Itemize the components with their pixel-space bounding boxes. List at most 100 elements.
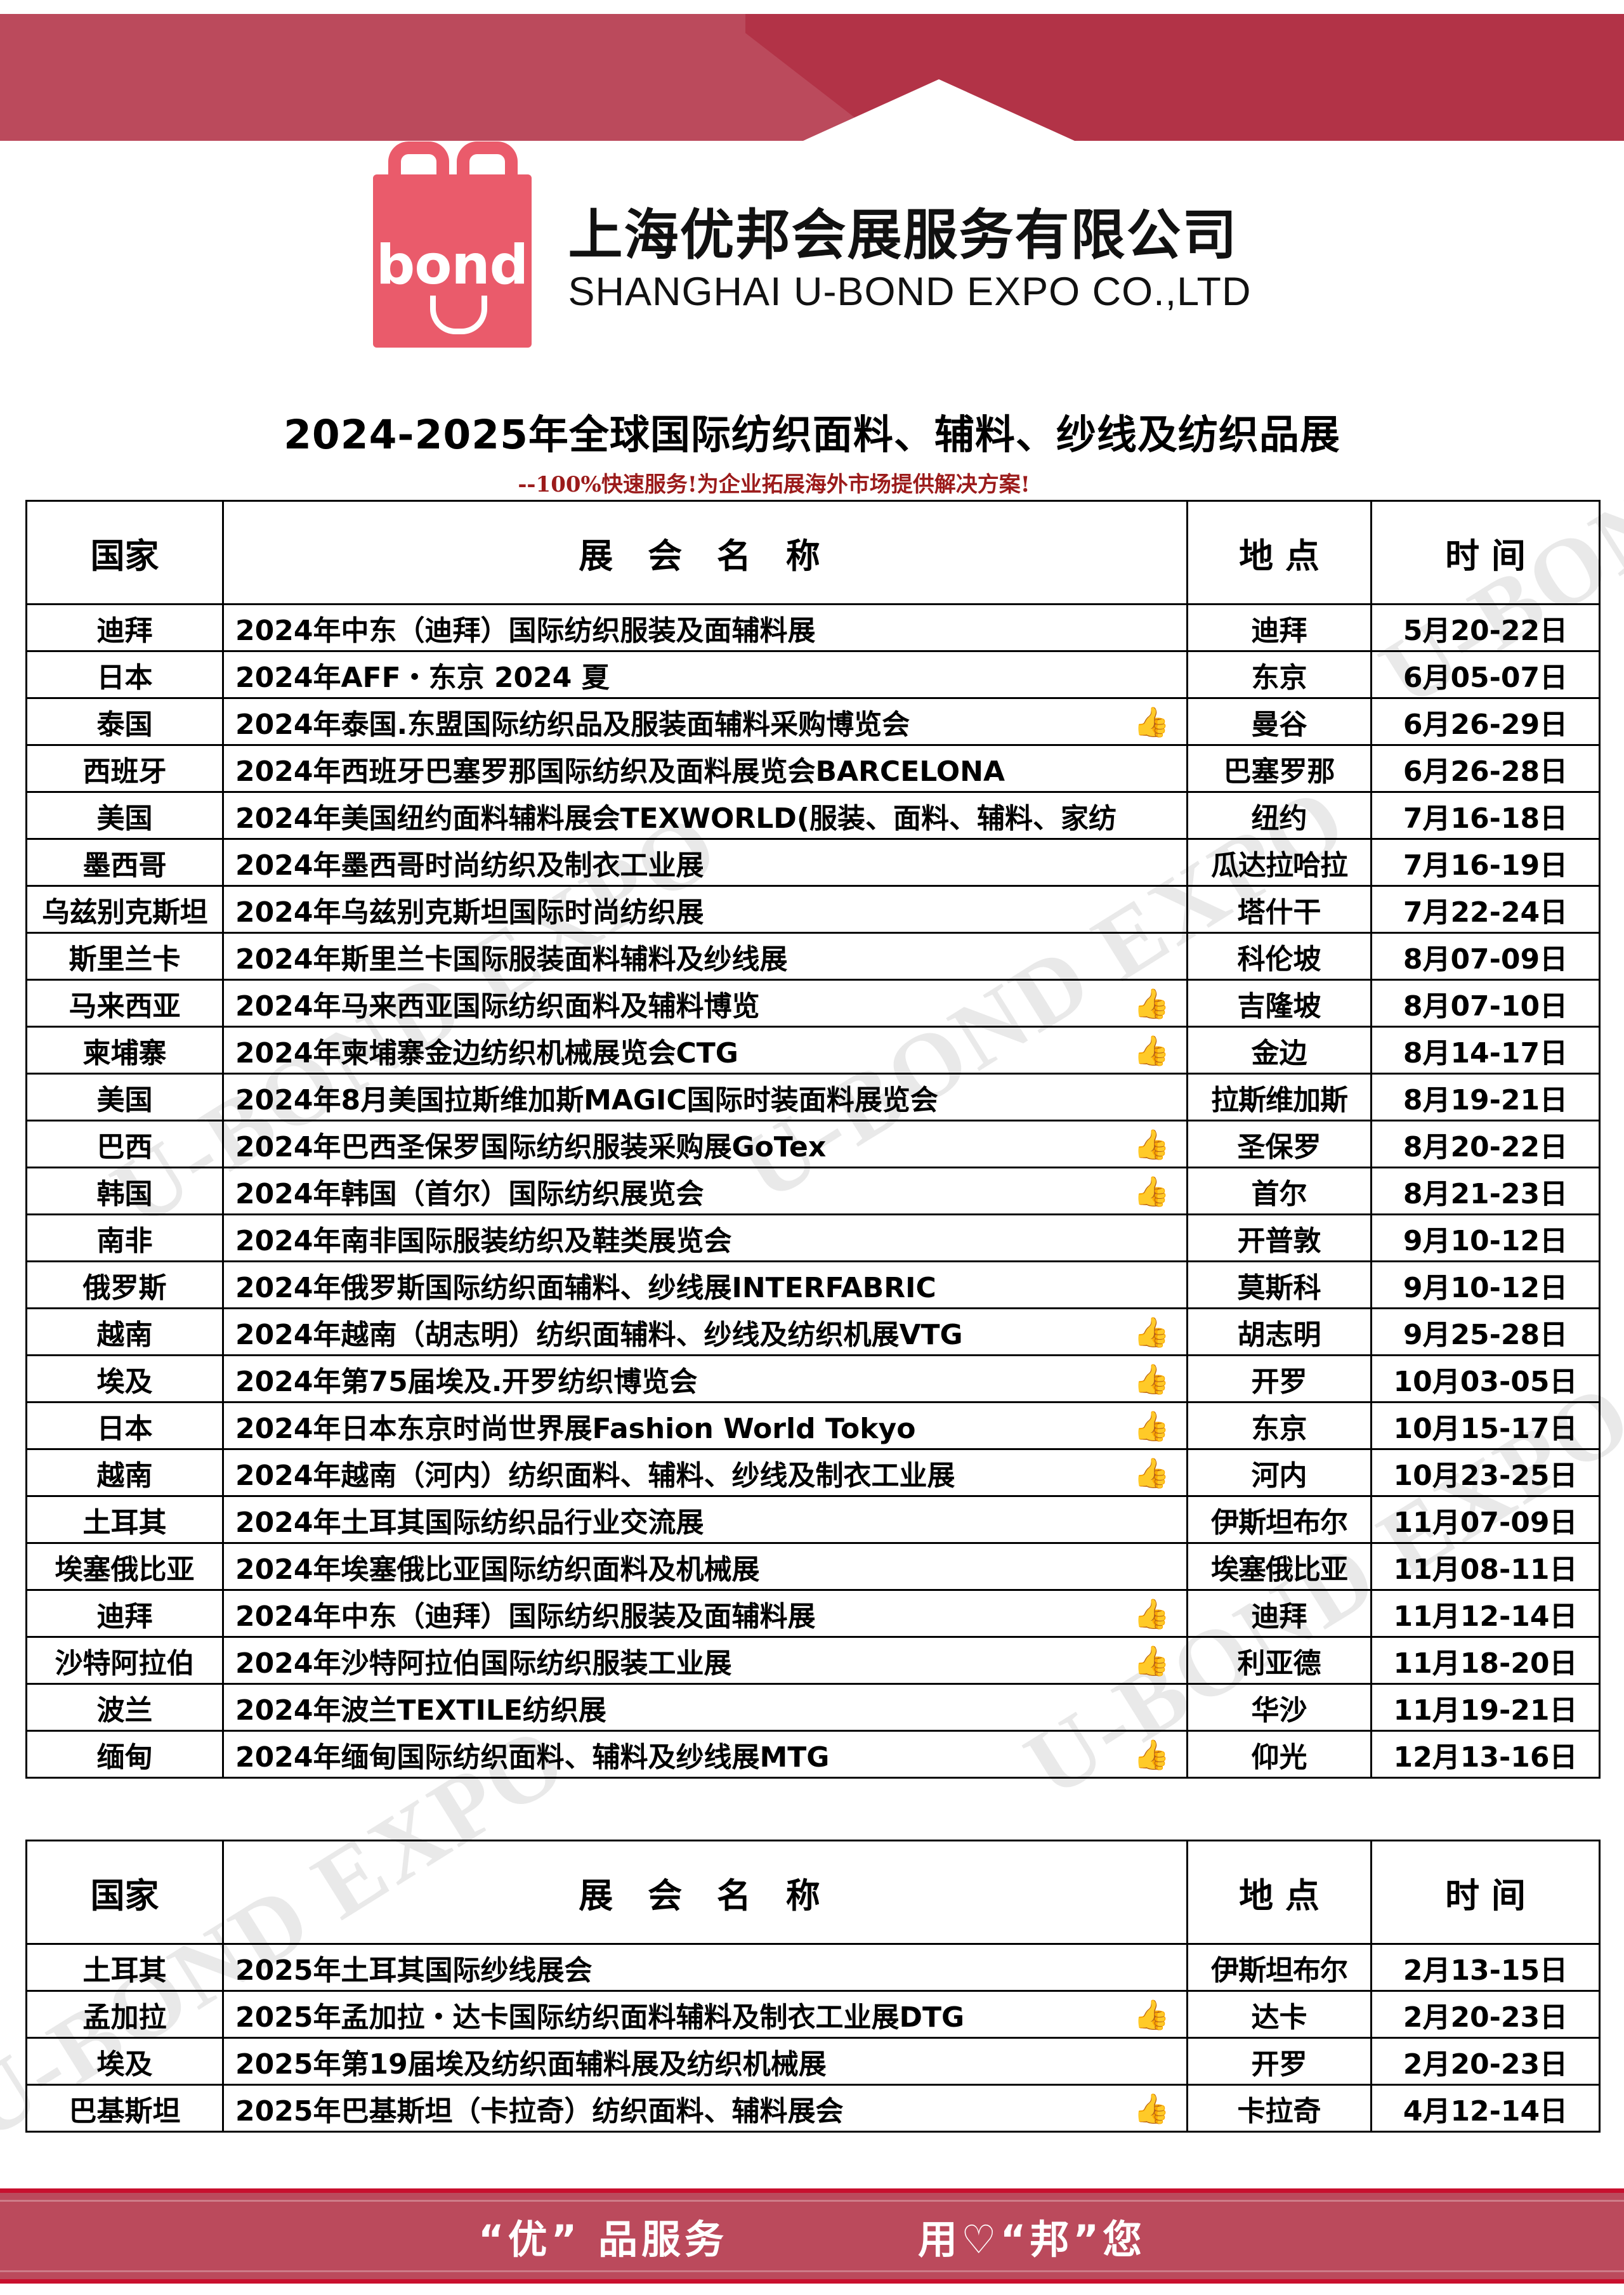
schedule-body-2025: 土耳其2025年土耳其国际纱线展会👍伊斯坦布尔2月13-15日孟加拉2025年孟… <box>25 1943 1601 2133</box>
exhibition-name-text: 2025年巴基斯坦（卡拉奇）纺织面料、辅料展会 <box>235 2095 844 2128</box>
table-row[interactable]: 西班牙2024年西班牙巴塞罗那国际纺织及面料展览会BARCELONA👍巴塞罗那6… <box>25 744 1601 793</box>
cell-place: 东京 <box>1186 1401 1372 1450</box>
cell-country: 越南 <box>25 1448 224 1497</box>
cell-place: 利亚德 <box>1186 1636 1372 1685</box>
exhibition-name-text: 2024年埃塞俄比亚国际纺织面料及机械展 <box>235 1553 760 1586</box>
table-row[interactable]: 韩国 2024年韩国（首尔）国际纺织展览会 👍 首尔 8月21-23日 <box>25 1167 1601 1215</box>
cell-date: 9月10-12日 <box>1370 1213 1601 1262</box>
exhibition-name-text: 2024年波兰TEXTILE纺织展 <box>235 1694 606 1727</box>
footer-divider <box>0 2200 1624 2202</box>
cell-country: 土耳其 <box>25 1943 224 1992</box>
cell-exhibition-name: 2024年波兰TEXTILE纺织展👍 <box>222 1683 1188 1732</box>
cell-country: 孟加拉 <box>25 1990 224 2039</box>
table-row[interactable]: 美国2024年美国纽约面料辅料展会TEXWORLD(服装、面料、辅料、家纺👍纽约… <box>25 791 1601 840</box>
cell-exhibition-name: 2024年南非国际服装纺织及鞋类展览会👍 <box>222 1213 1188 1262</box>
company-name-en: SHANGHAI U-BOND EXPO CO.,LTD <box>568 270 1252 315</box>
thumbs-up-icon: 👍 <box>1133 704 1170 739</box>
top-red-banner <box>0 14 1624 141</box>
column-header-place: 地 点 <box>1186 500 1372 605</box>
cell-country: 巴基斯坦 <box>25 2084 224 2133</box>
cell-date: 8月21-23日 <box>1370 1167 1601 1215</box>
cell-exhibition-name: 2024年西班牙巴塞罗那国际纺织及面料展览会BARCELONA👍 <box>222 744 1188 793</box>
cell-date: 12月13-16日 <box>1370 1730 1601 1779</box>
table-row[interactable]: 巴基斯坦 2025年巴基斯坦（卡拉奇）纺织面料、辅料展会 👍 卡拉奇 4月12-14日 <box>25 2084 1601 2133</box>
cell-exhibition-name: 2025年孟加拉・达卡国际纺织面料辅料及制衣工业展DTG 👍 <box>222 1990 1188 2039</box>
thumbs-up-icon: 👍 <box>1133 1408 1170 1443</box>
table-row[interactable]: 埃及 2024年第75届埃及.开罗纺织博览会 👍 开罗 10月03-05日 <box>25 1354 1601 1403</box>
table-row[interactable]: 日本 2024年日本东京时尚世界展Fashion World Tokyo 👍 东京 10… <box>25 1401 1601 1450</box>
exhibition-name-text: 2024年美国纽约面料辅料展会TEXWORLD(服装、面料、辅料、家纺 <box>235 802 1116 835</box>
cell-exhibition-name: 2024年AFF・东京 2024 夏👍 <box>222 650 1188 699</box>
exhibition-name-text: 2024年巴西圣保罗国际纺织服装采购展GoTex <box>235 1130 827 1163</box>
cell-exhibition-name: 2024年沙特阿拉伯国际纺织服装工业展 👍 <box>222 1636 1188 1685</box>
thumbs-up-icon: 👍 <box>1133 1174 1170 1208</box>
exhibition-name-text: 2024年中东（迪拜）国际纺织服装及面辅料展 <box>235 1600 816 1633</box>
exhibition-name-text: 2024年8月美国拉斯维加斯MAGIC国际时装面料展览会 <box>235 1083 938 1116</box>
table-row[interactable]: 美国2024年8月美国拉斯维加斯MAGIC国际时装面料展览会👍拉斯维加斯8月19… <box>25 1073 1601 1121</box>
table-row[interactable]: 柬埔寨 2024年柬埔寨金边纺织机械展览会CTG 👍 金边 8月14-17日 <box>25 1026 1601 1075</box>
cell-place: 巴塞罗那 <box>1186 744 1372 793</box>
cell-exhibition-name: 2024年日本东京时尚世界展Fashion World Tokyo 👍 <box>222 1401 1188 1450</box>
schedule-table-2024: 国家 展 会 名 称 地 点 时 间 迪拜 2024年中东（迪拜）国际纺织服装及面… <box>25 500 1601 1779</box>
table-header-row: 国家 展 会 名 称 地 点 时 间 <box>25 1840 1601 1945</box>
table-row[interactable]: 孟加拉 2025年孟加拉・达卡国际纺织面料辅料及制衣工业展DTG 👍 达卡 2月20-2… <box>25 1990 1601 2039</box>
cell-country: 日本 <box>25 650 224 699</box>
exhibition-name-text: 2024年越南（胡志明）纺织面辅料、纱线及纺织机展VTG <box>235 1318 963 1351</box>
cell-country: 沙特阿拉伯 <box>25 1636 224 1685</box>
cell-date: 6月26-28日 <box>1370 744 1601 793</box>
cell-date: 7月22-24日 <box>1370 885 1601 934</box>
thumbs-up-icon: 👍 <box>1133 1596 1170 1631</box>
table-row[interactable]: 马来西亚 2024年马来西亚国际纺织面料及辅料博览 👍 吉隆坡 8月07-10日 <box>25 979 1601 1028</box>
exhibition-name-text: 2024年南非国际服装纺织及鞋类展览会 <box>235 1224 732 1257</box>
table-row[interactable]: 沙特阿拉伯 2024年沙特阿拉伯国际纺织服装工业展 👍 利亚德 11月18-20日 <box>25 1636 1601 1685</box>
cell-exhibition-name: 2025年土耳其国际纱线展会👍 <box>222 1943 1188 1992</box>
cell-country: 埃塞俄比亚 <box>25 1542 224 1591</box>
table-header-row: 国家 展 会 名 称 地 点 时 间 <box>25 500 1601 605</box>
cell-country: 土耳其 <box>25 1495 224 1544</box>
cell-place: 胡志明 <box>1186 1307 1372 1356</box>
cell-date: 8月19-21日 <box>1370 1073 1601 1121</box>
cell-country: 缅甸 <box>25 1730 224 1779</box>
cell-exhibition-name: 2024年中东（迪拜）国际纺织服装及面辅料展👍 <box>222 603 1188 652</box>
cell-country: 巴西 <box>25 1120 224 1168</box>
cell-country: 韩国 <box>25 1167 224 1215</box>
exhibition-name-text: 2024年泰国.东盟国际纺织品及服装面辅料采购博览会 <box>235 708 910 741</box>
page-subtitle: --100%快速服务!为企业拓展海外市场提供解决方案! <box>518 472 1030 497</box>
table-row[interactable]: 越南 2024年越南（胡志明）纺织面辅料、纱线及纺织机展VTG 👍 胡志明 9月25-2… <box>25 1307 1601 1356</box>
table-row[interactable]: 缅甸 2024年缅甸国际纺织面料、辅料及纱线展MTG 👍 仰光 12月13-16日 <box>25 1730 1601 1779</box>
cell-country: 马来西亚 <box>25 979 224 1028</box>
cell-exhibition-name: 2024年乌兹别克斯坦国际时尚纺织展👍 <box>222 885 1188 934</box>
table-row[interactable]: 越南 2024年越南（河内）纺织面料、辅料、纱线及制衣工业展 👍 河内 10月23-25… <box>25 1448 1601 1497</box>
cell-place: 伊斯坦布尔 <box>1186 1495 1372 1544</box>
table-row[interactable]: 俄罗斯2024年俄罗斯国际纺织面辅料、纱线展INTERFABRIC👍莫斯科9月1… <box>25 1260 1601 1309</box>
cell-place: 达卡 <box>1186 1990 1372 2039</box>
cell-country: 迪拜 <box>25 1589 224 1638</box>
cell-date: 8月07-10日 <box>1370 979 1601 1028</box>
exhibition-name-text: 2024年缅甸国际纺织面料、辅料及纱线展MTG <box>235 1741 830 1774</box>
cell-place: 科伦坡 <box>1186 932 1372 981</box>
table-row[interactable]: 迪拜 2024年中东（迪拜）国际纺织服装及面辅料展 👍 迪拜 11月12-14日 <box>25 1589 1601 1638</box>
exhibition-name-text: 2024年斯里兰卡国际服装面料辅料及纱线展 <box>235 943 788 976</box>
cell-place: 开普敦 <box>1186 1213 1372 1262</box>
cell-place: 圣保罗 <box>1186 1120 1372 1168</box>
table-row[interactable]: 泰国 2024年泰国.东盟国际纺织品及服装面辅料采购博览会 👍 曼谷 6月26-29日 <box>25 697 1601 746</box>
column-header-date: 时 间 <box>1370 500 1601 605</box>
cell-date: 5月20-22日 <box>1370 603 1601 652</box>
cell-country: 柬埔寨 <box>25 1026 224 1075</box>
cell-country: 日本 <box>25 1401 224 1450</box>
logo-wordmark: bond <box>376 233 528 297</box>
cell-place: 金边 <box>1186 1026 1372 1075</box>
cell-place: 拉斯维加斯 <box>1186 1073 1372 1121</box>
table-row[interactable]: 巴西 2024年巴西圣保罗国际纺织服装采购展GoTex 👍 圣保罗 8月20-22日 <box>25 1120 1601 1168</box>
